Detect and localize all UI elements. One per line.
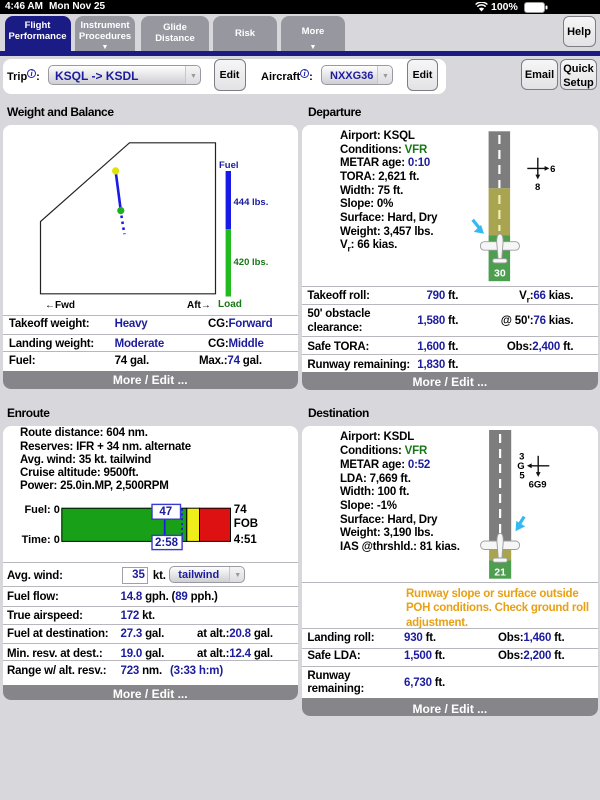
svg-text:3: 3 xyxy=(519,452,524,463)
svg-text:6G9: 6G9 xyxy=(529,480,547,491)
svg-text:30: 30 xyxy=(494,267,506,279)
svg-text:G: G xyxy=(517,461,524,472)
svg-text:21: 21 xyxy=(494,567,506,579)
svg-text:5: 5 xyxy=(519,471,525,482)
svg-text:6: 6 xyxy=(550,163,555,174)
svg-text:8: 8 xyxy=(535,181,540,192)
